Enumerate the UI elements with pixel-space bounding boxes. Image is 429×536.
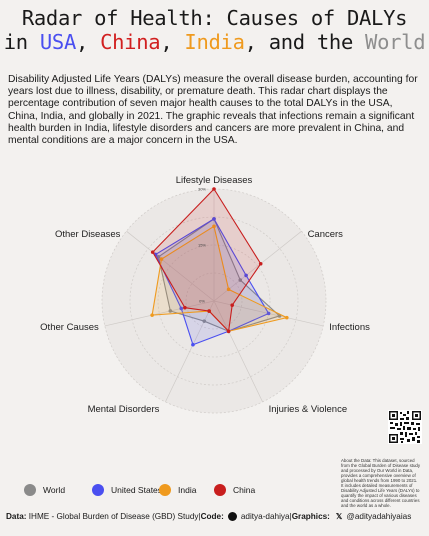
grid-spoke [213,300,263,403]
data-point-united-states [191,342,195,347]
data-point-india [212,224,216,229]
grid-spoke [165,300,215,403]
legend-swatch [92,484,104,496]
data-point-china [258,261,263,266]
title-and-the: , and the [244,30,366,54]
grid-spoke [104,300,215,327]
axis-label: Other Diseases [55,229,121,240]
grid-circle [101,188,327,414]
title-line-1: Radar of Health: Causes of DALYs [21,6,408,30]
data-point-china [212,187,216,191]
data-point-world [202,319,207,323]
axis-label: Cancers [308,229,344,240]
footer-code-handle[interactable]: aditya-dahiya [240,511,290,521]
legend-label: United States [111,485,163,495]
footer-data-label: Data: [6,511,27,521]
about-the-data: About the Data: This dataset, sourced fr… [341,458,421,508]
grid-circle [185,272,243,330]
legend-item: China [214,484,255,496]
axis-label: Lifestyle Diseases [176,175,253,186]
grid-circle [157,244,271,358]
radar-chart: 0% 15% 30%Lifestyle Diseases Cancers Infecti… [40,175,370,415]
data-point-world [238,278,243,282]
x-icon: 𝕏 [335,512,343,521]
data-point-united-states [212,217,216,221]
legend-label: India [178,485,197,495]
title-usa: USA [39,30,76,54]
data-point-china [207,309,211,313]
data-point-india [159,257,164,261]
legend-item: India [159,484,196,496]
footer-data-source: IHME - Global Burden of Disease (GBD) St… [28,511,199,521]
title-sep-1: , [76,30,101,54]
data-point-china [230,303,234,307]
grid-spoke [126,230,215,302]
tick-label: 0% [199,299,205,304]
title-in: in [3,30,40,54]
data-point-united-states [266,311,271,316]
data-point-united-states [244,273,248,278]
footer: Data: IHME - Global Burden of Disease (G… [6,511,411,521]
legend-item: World [24,484,65,496]
legend-swatch [24,484,36,496]
tick-label: 30% [198,187,206,192]
qr-code-graphic [388,410,422,444]
data-point-china [150,250,155,254]
footer-graphics-label: Graphics: [291,511,330,521]
grid-circle [129,216,299,386]
legend-swatch [214,484,226,496]
title-china: China [100,30,161,54]
data-point-china [183,305,187,310]
data-point-india [284,315,289,320]
footer-code-label: Code: [200,511,224,521]
axis-label: Other Causes [40,322,99,333]
axis-label: Infections [329,322,370,333]
legend-swatch [159,484,171,496]
legend-label: China [233,485,256,495]
title-sep-2: , [160,30,185,54]
legend-item: United States [92,484,162,496]
footer-separator-2: | [289,511,292,521]
title-india: India [184,30,245,54]
footer-graphics-handle[interactable]: @adityadahiyaias [346,511,412,521]
data-point-india [226,287,231,292]
axis-label: Injuries & Violence [269,404,348,415]
github-icon [227,511,237,521]
data-point-india [150,313,154,317]
description: Disability Adjusted Life Years (DALYs) m… [8,74,418,147]
title-world: World [365,30,426,54]
qr-code[interactable] [388,410,422,444]
axis-label: Mental Disorders [88,404,160,415]
series-area-china [152,188,262,332]
footer-separator-1: | [198,511,201,521]
title-line-2: in USA, China, India, and the World [0,30,429,54]
legend-label: World [43,485,66,495]
data-point-united-states [179,306,184,311]
data-point-china [226,329,231,334]
tick-label: 15% [198,243,206,248]
data-point-world [168,309,173,313]
chart-title: Radar of Health: Causes of DALYs in USA,… [0,6,429,54]
